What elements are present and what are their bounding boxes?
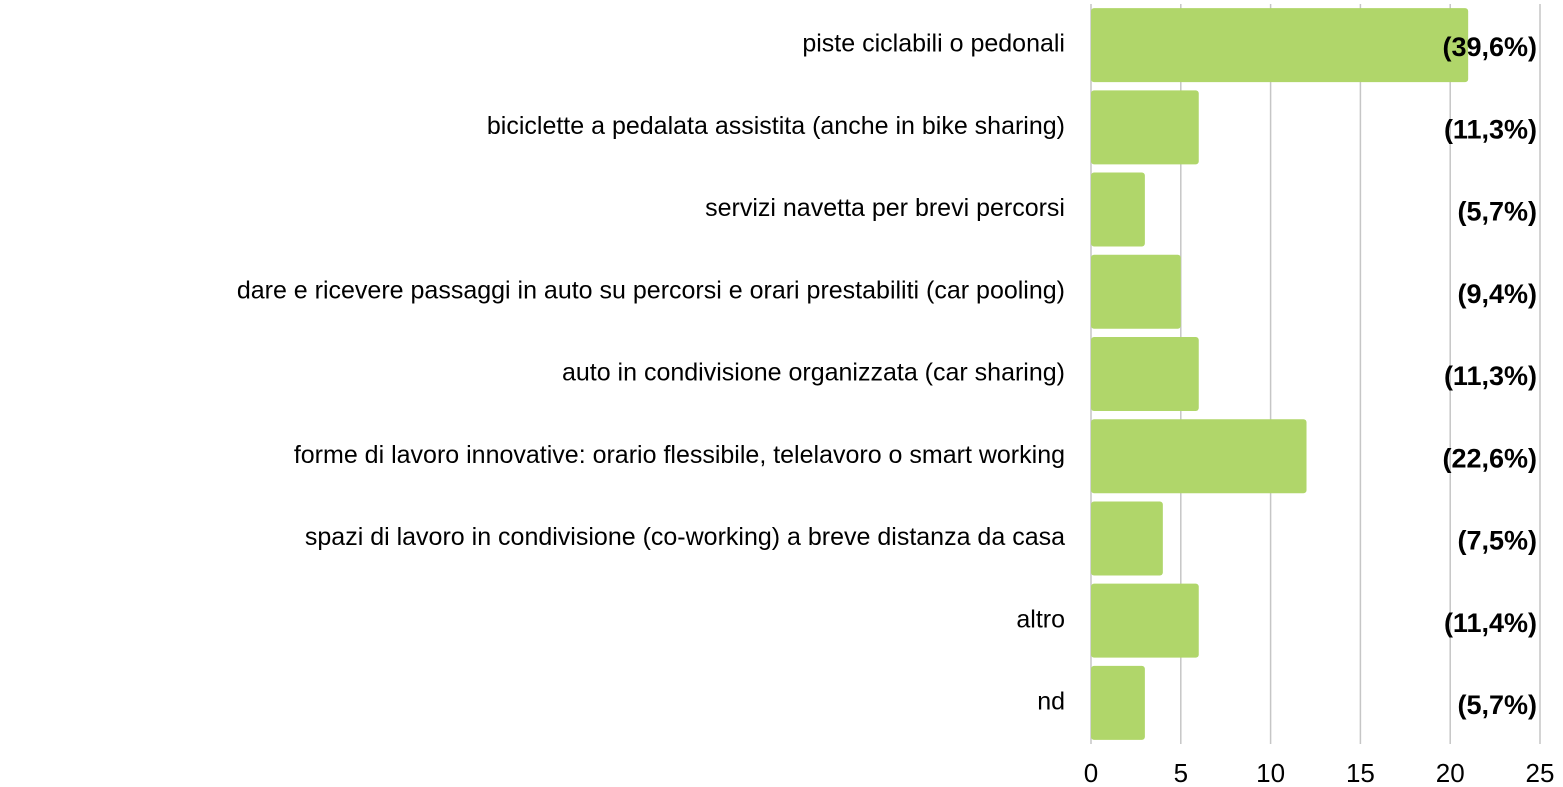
bar <box>1091 8 1469 83</box>
annotation: (7,5%) <box>1457 526 1537 556</box>
annotation: (9,4%) <box>1457 279 1537 309</box>
bar <box>1091 90 1199 165</box>
bar <box>1091 172 1145 247</box>
x-tick-label: 25 <box>1526 758 1555 787</box>
category-label: biciclette a pedalata assistita (anche i… <box>487 112 1065 140</box>
x-tick-label: 5 <box>1174 758 1188 787</box>
category-label: nd <box>1037 687 1065 715</box>
bar <box>1091 583 1199 658</box>
annotation: (22,6%) <box>1442 443 1537 473</box>
category-label: spazi di lavoro in condivisione (co-work… <box>305 523 1065 551</box>
annotation: (11,3%) <box>1444 114 1537 144</box>
annotation: (11,4%) <box>1444 608 1537 638</box>
category-label: piste ciclabili o pedonali <box>802 30 1065 58</box>
category-label: auto in condivisione organizzata (car sh… <box>562 359 1065 387</box>
x-tick-label: 20 <box>1436 758 1465 787</box>
bar <box>1091 419 1307 494</box>
x-tick-label: 0 <box>1084 758 1098 787</box>
annotation: (39,6%) <box>1442 32 1537 62</box>
bar <box>1091 665 1145 740</box>
bar <box>1091 254 1181 329</box>
x-tick-label: 15 <box>1346 758 1375 787</box>
category-label: altro <box>1016 605 1065 633</box>
annotation: (5,7%) <box>1457 197 1537 227</box>
bar <box>1091 501 1163 576</box>
bar <box>1091 337 1199 411</box>
category-label: servizi navetta per brevi percorsi <box>705 194 1065 222</box>
annotation: (11,3%) <box>1444 361 1537 391</box>
annotation: (5,7%) <box>1457 690 1537 720</box>
category-label: dare e ricevere passaggi in auto su perc… <box>237 276 1065 304</box>
x-tick-label: 10 <box>1256 758 1285 787</box>
category-label: forme di lavoro innovative: orario fless… <box>294 441 1065 469</box>
